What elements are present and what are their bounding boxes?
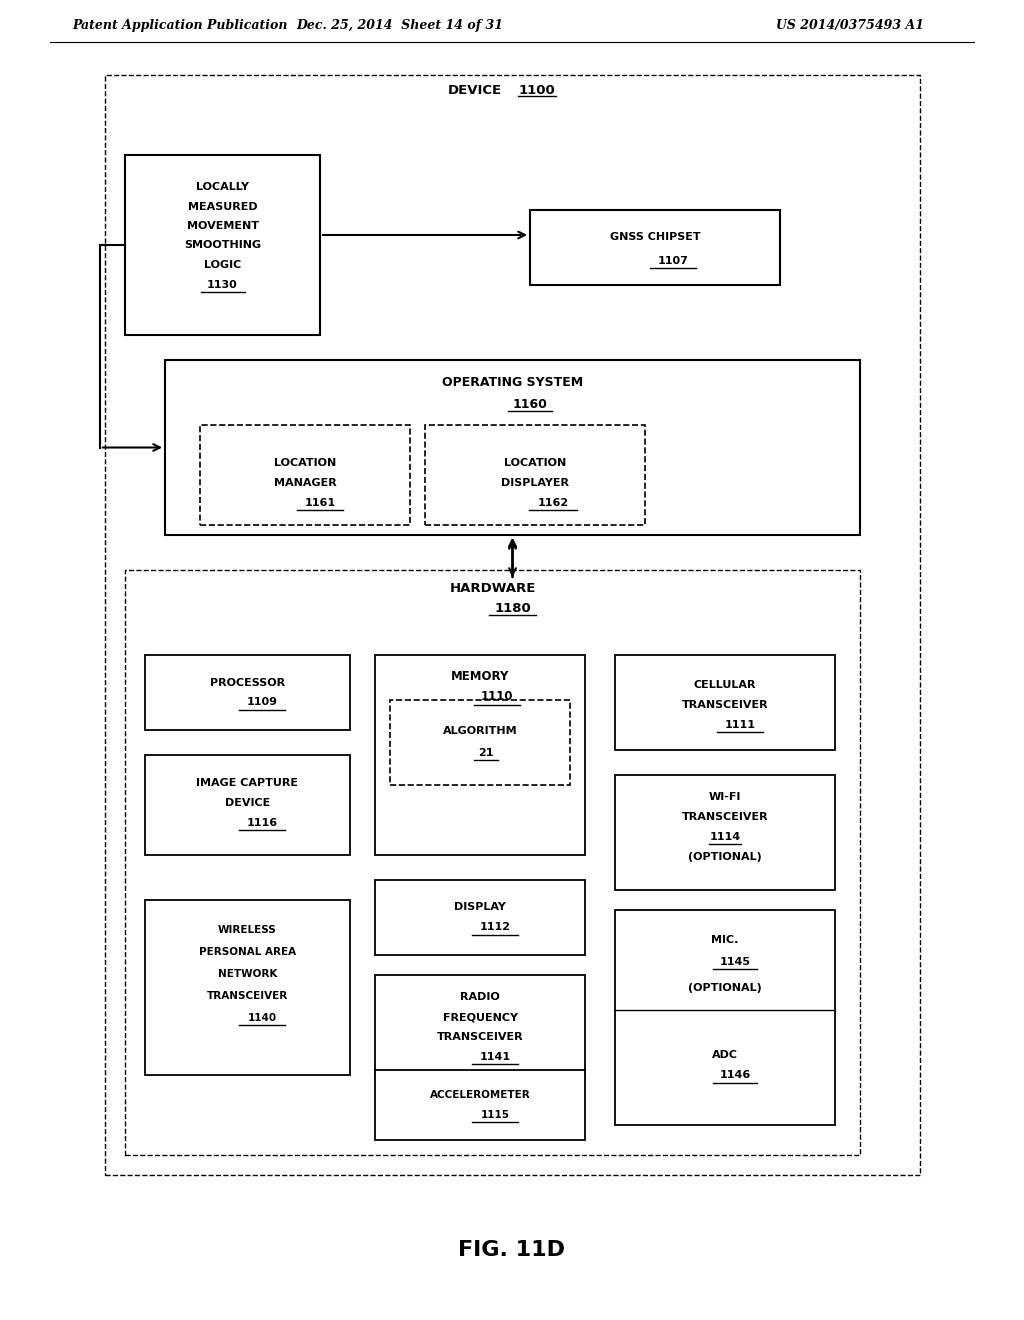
FancyBboxPatch shape bbox=[375, 1071, 585, 1140]
Text: ACCELEROMETER: ACCELEROMETER bbox=[430, 1090, 530, 1100]
Text: DEVICE: DEVICE bbox=[225, 799, 270, 808]
Text: 1141: 1141 bbox=[479, 1052, 511, 1063]
FancyBboxPatch shape bbox=[390, 700, 570, 785]
FancyBboxPatch shape bbox=[615, 909, 835, 1125]
Text: LOCATION: LOCATION bbox=[504, 458, 566, 469]
Text: MIC.: MIC. bbox=[712, 935, 738, 945]
Text: 1160: 1160 bbox=[512, 397, 547, 411]
FancyBboxPatch shape bbox=[125, 154, 319, 335]
Text: 1130: 1130 bbox=[207, 280, 238, 289]
Text: (OPTIONAL): (OPTIONAL) bbox=[688, 851, 762, 862]
Text: OPERATING SYSTEM: OPERATING SYSTEM bbox=[442, 375, 583, 388]
FancyBboxPatch shape bbox=[165, 360, 860, 535]
Text: IMAGE CAPTURE: IMAGE CAPTURE bbox=[197, 777, 299, 788]
Text: DISPLAYER: DISPLAYER bbox=[501, 478, 569, 488]
Text: 1180: 1180 bbox=[495, 602, 530, 615]
Text: DISPLAY: DISPLAY bbox=[454, 903, 506, 912]
FancyBboxPatch shape bbox=[200, 425, 410, 525]
Text: WIRELESS: WIRELESS bbox=[218, 925, 276, 935]
FancyBboxPatch shape bbox=[125, 570, 860, 1155]
Text: TRANSCEIVER: TRANSCEIVER bbox=[682, 700, 768, 710]
Text: CELLULAR: CELLULAR bbox=[693, 680, 757, 689]
Text: MEASURED: MEASURED bbox=[187, 202, 257, 211]
FancyBboxPatch shape bbox=[375, 655, 585, 855]
Text: 1115: 1115 bbox=[480, 1110, 510, 1119]
Text: TRANSCEIVER: TRANSCEIVER bbox=[436, 1032, 523, 1041]
Text: GNSS CHIPSET: GNSS CHIPSET bbox=[609, 232, 700, 243]
Text: LOCALLY: LOCALLY bbox=[196, 182, 249, 191]
Text: 21: 21 bbox=[478, 747, 494, 758]
Text: LOGIC: LOGIC bbox=[204, 260, 241, 271]
Text: HARDWARE: HARDWARE bbox=[450, 582, 536, 594]
Text: NETWORK: NETWORK bbox=[218, 969, 278, 979]
Text: ALGORITHM: ALGORITHM bbox=[442, 726, 517, 735]
Text: 1161: 1161 bbox=[304, 498, 336, 508]
Text: 1109: 1109 bbox=[247, 697, 278, 708]
FancyBboxPatch shape bbox=[530, 210, 780, 285]
FancyBboxPatch shape bbox=[615, 775, 835, 890]
Text: LOCATION: LOCATION bbox=[273, 458, 336, 469]
Text: DEVICE: DEVICE bbox=[447, 83, 502, 96]
FancyBboxPatch shape bbox=[425, 425, 645, 525]
Text: TRANSCEIVER: TRANSCEIVER bbox=[207, 991, 288, 1001]
Text: 1114: 1114 bbox=[710, 832, 740, 842]
Text: Dec. 25, 2014  Sheet 14 of 31: Dec. 25, 2014 Sheet 14 of 31 bbox=[297, 18, 504, 32]
Text: 1100: 1100 bbox=[518, 83, 555, 96]
Text: Patent Application Publication: Patent Application Publication bbox=[72, 18, 288, 32]
Text: MEMORY: MEMORY bbox=[451, 671, 509, 684]
Text: ADC: ADC bbox=[712, 1051, 738, 1060]
Text: 1107: 1107 bbox=[657, 256, 688, 265]
FancyBboxPatch shape bbox=[145, 655, 350, 730]
FancyBboxPatch shape bbox=[375, 880, 585, 954]
Text: 1146: 1146 bbox=[720, 1071, 751, 1081]
Text: 1140: 1140 bbox=[248, 1012, 278, 1023]
Text: FIG. 11D: FIG. 11D bbox=[459, 1239, 565, 1261]
Text: 1116: 1116 bbox=[247, 818, 279, 828]
Text: 1111: 1111 bbox=[725, 719, 756, 730]
Text: FREQUENCY: FREQUENCY bbox=[442, 1012, 517, 1022]
Text: PROCESSOR: PROCESSOR bbox=[210, 677, 285, 688]
Text: (OPTIONAL): (OPTIONAL) bbox=[688, 983, 762, 993]
FancyBboxPatch shape bbox=[145, 755, 350, 855]
Text: RADIO: RADIO bbox=[460, 993, 500, 1002]
Text: 1112: 1112 bbox=[479, 923, 511, 932]
FancyBboxPatch shape bbox=[615, 655, 835, 750]
Text: 1145: 1145 bbox=[720, 957, 751, 968]
Text: 1162: 1162 bbox=[538, 498, 568, 508]
Text: PERSONAL AREA: PERSONAL AREA bbox=[199, 946, 296, 957]
FancyBboxPatch shape bbox=[375, 975, 585, 1074]
Text: MANAGER: MANAGER bbox=[273, 478, 336, 488]
Text: WI-FI: WI-FI bbox=[709, 792, 741, 803]
FancyBboxPatch shape bbox=[145, 900, 350, 1074]
Text: US 2014/0375493 A1: US 2014/0375493 A1 bbox=[776, 18, 924, 32]
Text: TRANSCEIVER: TRANSCEIVER bbox=[682, 812, 768, 822]
FancyBboxPatch shape bbox=[105, 75, 920, 1175]
Text: SMOOTHING: SMOOTHING bbox=[184, 240, 261, 251]
Text: MOVEMENT: MOVEMENT bbox=[186, 220, 258, 231]
Text: 1110: 1110 bbox=[480, 690, 513, 704]
